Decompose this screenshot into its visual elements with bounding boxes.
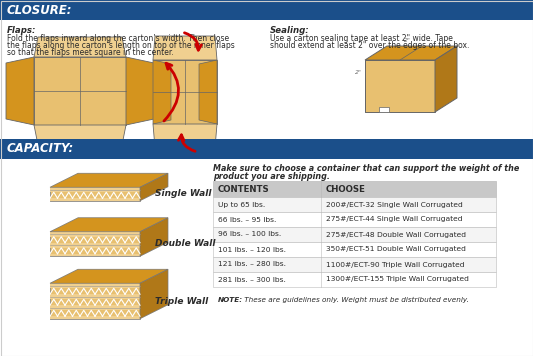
FancyBboxPatch shape: [0, 0, 533, 20]
Polygon shape: [50, 187, 140, 201]
Text: 66 lbs. – 95 lbs.: 66 lbs. – 95 lbs.: [218, 216, 277, 222]
Text: Flaps:: Flaps:: [7, 26, 36, 35]
Bar: [50, 283, 140, 286]
Text: NOTE:: NOTE:: [218, 297, 243, 303]
Text: Use a carton sealing tape at least 2" wide. Tape: Use a carton sealing tape at least 2" wi…: [270, 34, 453, 43]
Text: Fold the flaps inward along the carton’s width. Then close: Fold the flaps inward along the carton’s…: [7, 34, 229, 43]
Text: should extend at least 2" over the edges of the box.: should extend at least 2" over the edges…: [270, 41, 470, 50]
Text: 2": 2": [404, 38, 411, 43]
Text: 275#/ECT-48 Double Wall Corrugated: 275#/ECT-48 Double Wall Corrugated: [326, 231, 466, 237]
Polygon shape: [199, 60, 217, 124]
FancyBboxPatch shape: [213, 197, 496, 212]
FancyBboxPatch shape: [379, 107, 389, 112]
Text: Triple Wall: Triple Wall: [155, 297, 208, 305]
Bar: [50, 305, 140, 308]
Polygon shape: [34, 57, 126, 125]
Polygon shape: [50, 232, 140, 256]
Text: Up to 65 lbs.: Up to 65 lbs.: [218, 201, 265, 208]
FancyBboxPatch shape: [213, 181, 496, 197]
Polygon shape: [6, 57, 34, 125]
Text: CHOOSE: CHOOSE: [326, 184, 366, 194]
Text: 1300#/ECT-155 Triple Wall Corrugated: 1300#/ECT-155 Triple Wall Corrugated: [326, 277, 469, 283]
Polygon shape: [435, 46, 457, 112]
Text: These are guidelines only. Weight must be distributed evenly.: These are guidelines only. Weight must b…: [242, 297, 469, 303]
Polygon shape: [140, 173, 168, 201]
Text: 96 lbs. – 100 lbs.: 96 lbs. – 100 lbs.: [218, 231, 281, 237]
Text: so that the flaps meet square in the center.: so that the flaps meet square in the cen…: [7, 48, 174, 57]
Polygon shape: [365, 46, 457, 60]
Text: 281 lbs. – 300 lbs.: 281 lbs. – 300 lbs.: [218, 277, 286, 283]
Text: Sealing:: Sealing:: [270, 26, 310, 35]
Polygon shape: [153, 36, 217, 60]
Text: 121 lbs. – 280 lbs.: 121 lbs. – 280 lbs.: [218, 262, 286, 267]
FancyBboxPatch shape: [213, 272, 496, 287]
Bar: [50, 245, 140, 248]
Polygon shape: [34, 125, 126, 145]
Bar: [50, 316, 140, 319]
Bar: [50, 187, 140, 190]
Bar: [50, 294, 140, 297]
FancyBboxPatch shape: [213, 242, 496, 257]
Polygon shape: [50, 283, 140, 319]
Text: 275#/ECT-44 Single Wall Corrugated: 275#/ECT-44 Single Wall Corrugated: [326, 216, 463, 222]
Polygon shape: [153, 124, 217, 148]
FancyBboxPatch shape: [213, 257, 496, 272]
Bar: [50, 286, 140, 288]
Bar: [50, 297, 140, 299]
Polygon shape: [126, 57, 154, 125]
Polygon shape: [50, 269, 168, 283]
FancyBboxPatch shape: [213, 212, 496, 227]
Text: 2": 2": [355, 70, 362, 75]
FancyBboxPatch shape: [0, 139, 533, 159]
Text: Double Wall: Double Wall: [155, 240, 215, 248]
Text: 350#/ECT-51 Double Wall Corrugated: 350#/ECT-51 Double Wall Corrugated: [326, 246, 466, 252]
Text: CLOSURE:: CLOSURE:: [7, 4, 72, 16]
Text: Make sure to choose a container that can support the weight of the: Make sure to choose a container that can…: [213, 164, 519, 173]
Text: product you are shipping.: product you are shipping.: [213, 172, 330, 181]
Bar: [50, 243, 140, 245]
Text: Single Wall: Single Wall: [155, 189, 212, 199]
Bar: [50, 198, 140, 201]
FancyBboxPatch shape: [213, 227, 496, 242]
Polygon shape: [365, 60, 435, 112]
Bar: [50, 254, 140, 256]
Text: CONTENTS: CONTENTS: [218, 184, 270, 194]
Text: CAPACITY:: CAPACITY:: [7, 142, 74, 156]
Polygon shape: [140, 269, 168, 319]
Text: 200#/ECT-32 Single Wall Corrugated: 200#/ECT-32 Single Wall Corrugated: [326, 201, 463, 208]
Bar: [50, 232, 140, 234]
Polygon shape: [153, 60, 171, 124]
Polygon shape: [153, 60, 217, 124]
Bar: [50, 308, 140, 310]
Polygon shape: [50, 218, 168, 232]
Bar: [50, 190, 140, 192]
Text: 101 lbs. – 120 lbs.: 101 lbs. – 120 lbs.: [218, 246, 286, 252]
Polygon shape: [34, 37, 126, 57]
Polygon shape: [50, 173, 168, 187]
Bar: [50, 234, 140, 237]
Polygon shape: [140, 218, 168, 256]
Text: the flaps along the carton’s length on top of the inner flaps: the flaps along the carton’s length on t…: [7, 41, 235, 50]
Text: 1100#/ECT-90 Triple Wall Corrugated: 1100#/ECT-90 Triple Wall Corrugated: [326, 262, 464, 267]
